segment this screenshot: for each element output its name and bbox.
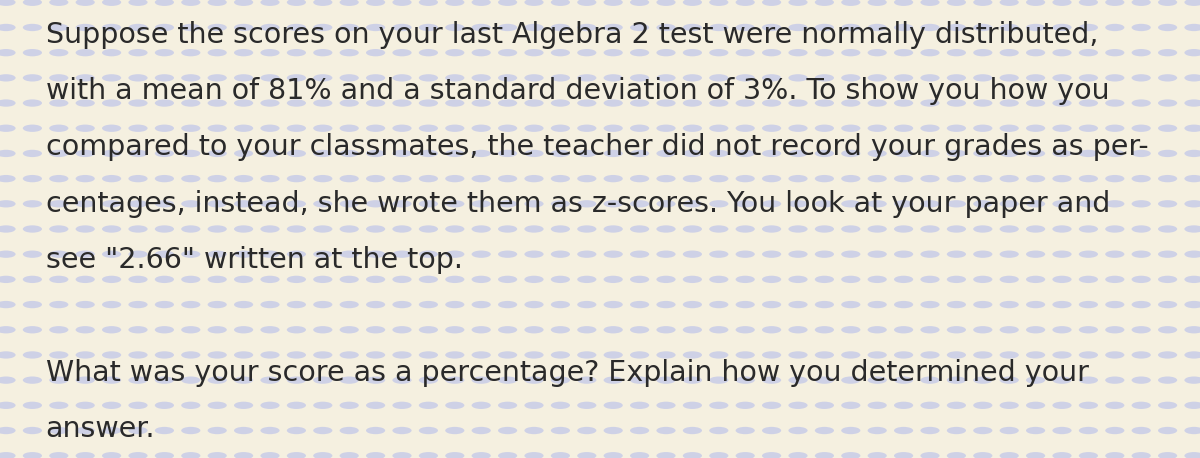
Text: Suppose the scores on your last Algebra 2 test were normally distributed,: Suppose the scores on your last Algebra …	[46, 21, 1098, 49]
Text: see "2.66" written at the top.: see "2.66" written at the top.	[46, 246, 463, 274]
Text: centages, instead, she wrote them as z-scores. You look at your paper and: centages, instead, she wrote them as z-s…	[46, 190, 1110, 218]
Text: What was your score as a percentage? Explain how you determined your: What was your score as a percentage? Exp…	[46, 359, 1088, 387]
Text: with a mean of 81% and a standard deviation of 3%. To show you how you: with a mean of 81% and a standard deviat…	[46, 77, 1109, 105]
Text: answer.: answer.	[46, 415, 155, 443]
Text: compared to your classmates, the teacher did not record your grades as per-: compared to your classmates, the teacher…	[46, 133, 1148, 161]
